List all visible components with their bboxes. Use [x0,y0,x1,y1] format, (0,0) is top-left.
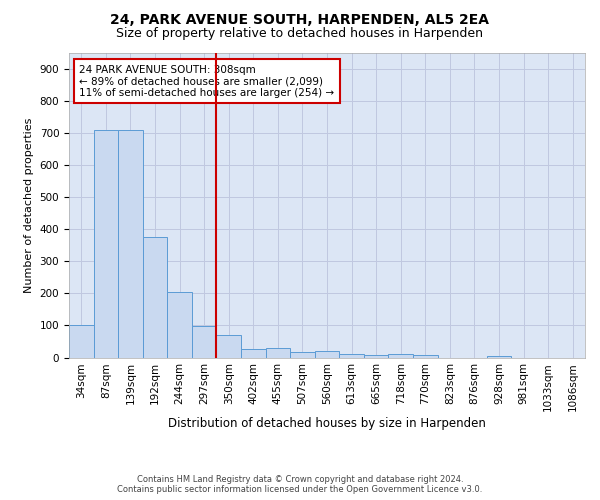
X-axis label: Distribution of detached houses by size in Harpenden: Distribution of detached houses by size … [168,416,486,430]
Bar [413,356,437,358]
Bar [388,354,413,358]
Bar [118,130,143,358]
Bar [217,335,241,357]
Text: Size of property relative to detached houses in Harpenden: Size of property relative to detached ho… [116,28,484,40]
Bar [143,237,167,358]
Bar [192,326,217,358]
Bar [364,356,388,358]
Bar [266,348,290,358]
Bar [94,130,118,358]
Text: 24, PARK AVENUE SOUTH, HARPENDEN, AL5 2EA: 24, PARK AVENUE SOUTH, HARPENDEN, AL5 2E… [110,12,490,26]
Bar [487,356,511,358]
Bar [290,352,315,358]
Y-axis label: Number of detached properties: Number of detached properties [24,118,34,292]
Bar [241,348,266,358]
Bar [339,354,364,358]
Bar [69,326,94,358]
Bar [167,292,192,358]
Text: 24 PARK AVENUE SOUTH: 308sqm
← 89% of detached houses are smaller (2,099)
11% of: 24 PARK AVENUE SOUTH: 308sqm ← 89% of de… [79,64,334,98]
Text: Contains HM Land Registry data © Crown copyright and database right 2024.
Contai: Contains HM Land Registry data © Crown c… [118,474,482,494]
Bar [315,351,339,358]
